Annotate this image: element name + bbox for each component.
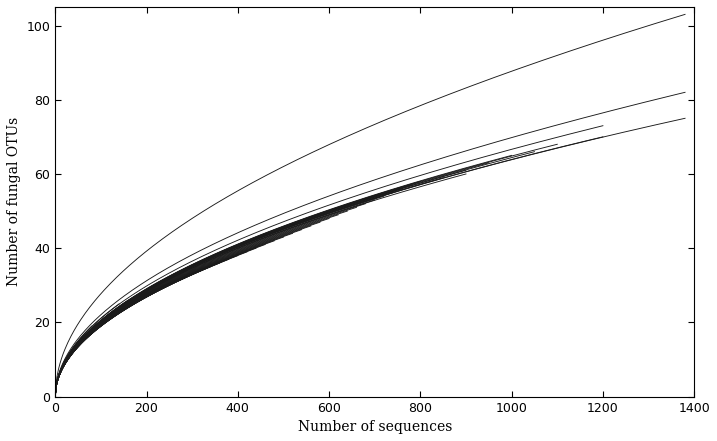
Y-axis label: Number of fungal OTUs: Number of fungal OTUs	[7, 117, 21, 286]
X-axis label: Number of sequences: Number of sequences	[298, 420, 452, 434]
